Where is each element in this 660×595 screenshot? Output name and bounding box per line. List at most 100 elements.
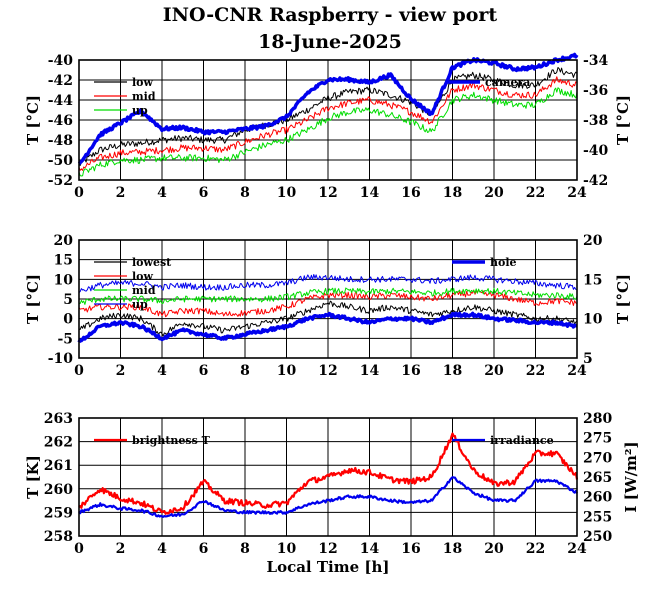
series-line-mid [78, 76, 578, 171]
x-tick-label: 18 [443, 363, 462, 379]
y-tick-label: 0 [63, 312, 73, 328]
y-tick-label: 262 [44, 435, 73, 451]
chart-subtitle: 18-June-2025 [258, 31, 402, 53]
y-right-tick-label: 250 [583, 529, 612, 545]
legend-label: camera [485, 76, 530, 89]
y-right-tick-label: 280 [583, 411, 612, 427]
x-tick-label: 2 [116, 541, 126, 557]
y-axis-label: T [°C] [24, 95, 42, 145]
y-tick-label: -52 [48, 173, 73, 189]
y-tick-label: 261 [44, 458, 73, 474]
y-right-tick-label: -40 [583, 143, 609, 159]
chart-title: INO-CNR Raspberry - view port [163, 4, 498, 26]
y-right-axis-label: I [W/m²] [622, 441, 640, 512]
plot-frame [78, 239, 578, 359]
x-tick-label: 22 [526, 541, 545, 557]
y-right-tick-label: 255 [583, 509, 612, 525]
x-tick-label: 10 [277, 363, 297, 379]
series-line-low [78, 289, 578, 318]
x-tick-label: 24 [567, 541, 587, 557]
x-tick-label: 14 [360, 185, 380, 201]
x-tick-label: 0 [74, 185, 84, 201]
y-right-tick-label: 270 [583, 450, 612, 466]
series-line-up [78, 274, 578, 293]
x-tick-label: 10 [277, 541, 297, 557]
x-tick-label: 14 [360, 541, 380, 557]
series-line-mid [78, 287, 578, 305]
y-right-tick-label: -34 [583, 53, 609, 69]
x-tick-label: 0 [74, 541, 84, 557]
y-tick-label: 260 [44, 482, 73, 498]
x-tick-label: 14 [360, 363, 380, 379]
y-tick-label: 5 [63, 292, 73, 308]
x-tick-label: 8 [240, 185, 250, 201]
plot-frame [78, 59, 578, 181]
y-right-tick-label: 265 [583, 470, 612, 486]
x-tick-label: 16 [401, 363, 420, 379]
y-right-tick-label: 20 [583, 233, 603, 249]
y-right-tick-label: 10 [583, 312, 603, 328]
series-line-lowest [78, 300, 578, 337]
x-tick-label: 6 [199, 541, 209, 557]
y-tick-label: -5 [57, 331, 73, 347]
y-right-tick-label: 5 [583, 351, 593, 367]
x-tick-label: 10 [277, 185, 297, 201]
series-line-low [78, 67, 578, 166]
x-axis-label: Local Time [h] [267, 558, 390, 576]
legend-label: brightness T [132, 434, 211, 447]
y-right-tick-label: 275 [583, 431, 612, 447]
x-tick-label: 6 [199, 363, 209, 379]
x-tick-label: 18 [443, 541, 462, 557]
y-tick-label: -50 [48, 153, 74, 169]
legend-label: lowest [132, 256, 172, 269]
legend-label: mid [132, 90, 156, 103]
y-right-axis-label: T [°C] [614, 95, 632, 145]
y-tick-label: -40 [48, 53, 74, 69]
y-right-tick-label: -38 [583, 113, 608, 129]
y-tick-label: 263 [44, 411, 73, 427]
y-tick-label: 259 [44, 505, 73, 521]
x-tick-label: 12 [318, 541, 337, 557]
x-tick-label: 24 [567, 185, 587, 201]
legend-label: hole [490, 256, 517, 269]
x-tick-label: 2 [116, 185, 126, 201]
y-tick-label: -10 [48, 351, 74, 367]
x-tick-label: 4 [157, 363, 167, 379]
x-tick-label: 18 [443, 185, 462, 201]
y-right-tick-label: -42 [583, 173, 608, 189]
x-tick-label: 6 [199, 185, 209, 201]
series-line-brightness-T [78, 432, 579, 515]
legend-label: low [132, 76, 154, 89]
legend-label: irradiance [490, 434, 554, 447]
y-tick-label: -48 [48, 133, 73, 149]
y-axis-label: T [°C] [24, 274, 42, 324]
x-tick-label: 4 [157, 541, 167, 557]
panel-bottom: 0 2 4 6 8 10 12 14 16 18 20 22 242582592602612622632… [24, 411, 640, 557]
x-tick-label: 16 [401, 541, 420, 557]
x-tick-label: 20 [484, 185, 504, 201]
series-line-camera [77, 52, 579, 166]
x-tick-label: 4 [157, 185, 167, 201]
legend-label: up [132, 104, 148, 117]
panel-middle: 0 2 4 6 8 10 12 14 16 18 20 22 24-10-505101520510152… [24, 233, 632, 379]
x-tick-label: 8 [240, 363, 250, 379]
x-tick-label: 24 [567, 363, 587, 379]
legend-label: low [132, 270, 154, 283]
y-right-tick-label: 15 [583, 272, 602, 288]
x-tick-label: 2 [116, 363, 126, 379]
plot-frame [78, 417, 578, 537]
y-right-axis-label: T [°C] [614, 274, 632, 324]
x-tick-label: 20 [484, 363, 504, 379]
y-right-tick-label: 260 [583, 490, 612, 506]
panel-top: 0 2 4 6 8 10 12 14 16 18 20 22 24-52-50-48-46-44-42-… [24, 52, 632, 201]
y-tick-label: -42 [48, 73, 73, 89]
series-line-irradiance [78, 476, 578, 518]
legend-label: up [132, 298, 148, 311]
y-tick-label: 258 [44, 529, 73, 545]
y-tick-label: 20 [54, 233, 74, 249]
y-tick-label: -46 [48, 113, 73, 129]
x-tick-label: 8 [240, 541, 250, 557]
x-tick-label: 22 [526, 363, 545, 379]
y-right-tick-label: -36 [583, 83, 608, 99]
y-axis-label: T [K] [24, 455, 42, 499]
